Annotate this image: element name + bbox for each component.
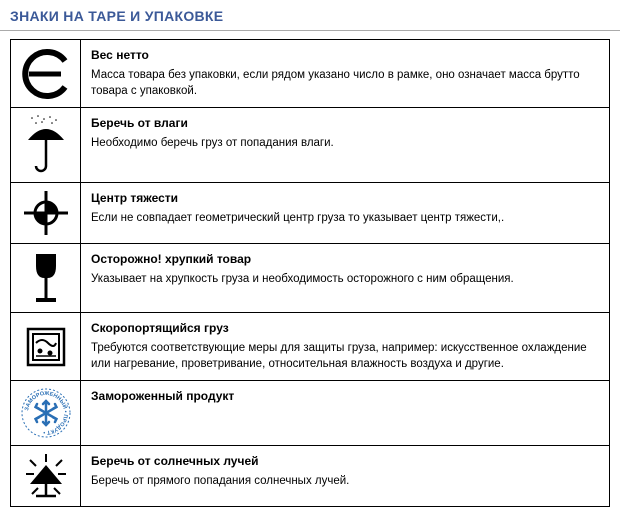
frozen-icon: ЗАМОРОЖЕННЫЙ • ПРОДУКТ •	[20, 387, 72, 439]
icon-cell	[11, 183, 81, 243]
icon-cell: ЗАМОРОЖЕННЫЙ • ПРОДУКТ •	[11, 381, 81, 445]
table-row: Вес нетто Масса товара без упаковки, есл…	[11, 40, 609, 108]
fragile-icon	[26, 250, 66, 306]
text-cell: Центр тяжести Если не совпадает геометри…	[81, 183, 609, 243]
table-row: Беречь от влаги Необходимо беречь груз о…	[11, 108, 609, 183]
icon-cell	[11, 108, 81, 182]
table-row: Центр тяжести Если не совпадает геометри…	[11, 183, 609, 244]
item-desc: Указывает на хрупкость груза и необходим…	[91, 272, 599, 288]
symbols-table: Вес нетто Масса товара без упаковки, есл…	[10, 39, 610, 507]
item-desc: Необходимо беречь груз от попадания влаг…	[91, 136, 599, 152]
center-gravity-icon	[22, 189, 70, 237]
item-desc: Беречь от прямого попадания солнечных лу…	[91, 474, 599, 490]
table-row: Осторожно! хрупкий товар Указывает на хр…	[11, 244, 609, 313]
text-cell: Беречь от влаги Необходимо беречь груз о…	[81, 108, 609, 182]
icon-cell	[11, 313, 81, 380]
icon-cell	[11, 244, 81, 312]
item-desc: Если не совпадает геометрический центр г…	[91, 211, 599, 227]
table-row: Скоропортящийся груз Требуются соответст…	[11, 313, 609, 381]
item-desc: Масса товара без упаковки, если рядом ук…	[91, 68, 599, 99]
item-title: Осторожно! хрупкий товар	[91, 252, 599, 266]
keep-dry-icon	[22, 114, 70, 176]
item-title: Скоропортящийся груз	[91, 321, 599, 335]
item-title: Центр тяжести	[91, 191, 599, 205]
text-cell: Осторожно! хрупкий товар Указывает на хр…	[81, 244, 609, 312]
text-cell: Вес нетто Масса товара без упаковки, есл…	[81, 40, 609, 107]
text-cell: Скоропортящийся груз Требуются соответст…	[81, 313, 609, 380]
item-title: Вес нетто	[91, 48, 599, 62]
item-title: Беречь от влаги	[91, 116, 599, 130]
text-cell: Беречь от солнечных лучей Беречь от прям…	[81, 446, 609, 506]
keep-from-sun-icon	[22, 452, 70, 500]
item-desc: Требуются соответствующие меры для защит…	[91, 341, 599, 372]
table-row: Беречь от солнечных лучей Беречь от прям…	[11, 446, 609, 506]
net-weight-icon	[19, 47, 73, 101]
table-row: ЗАМОРОЖЕННЫЙ • ПРОДУКТ •	[11, 381, 609, 446]
text-cell: Замороженный продукт	[81, 381, 609, 445]
perishable-icon	[22, 323, 70, 371]
item-title: Беречь от солнечных лучей	[91, 454, 599, 468]
icon-cell	[11, 40, 81, 107]
page-title: ЗНАКИ НА ТАРЕ И УПАКОВКЕ	[0, 0, 620, 31]
icon-cell	[11, 446, 81, 506]
item-title: Замороженный продукт	[91, 389, 599, 403]
